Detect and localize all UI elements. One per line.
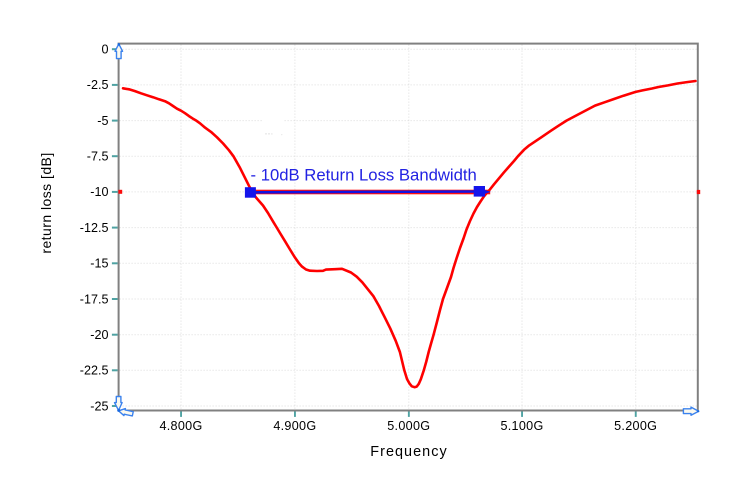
svg-text:-7.5: -7.5	[87, 150, 109, 164]
svg-text:-22.5: -22.5	[80, 364, 109, 378]
svg-text:-15: -15	[90, 257, 108, 271]
svg-text:5.200G: 5.200G	[614, 419, 657, 433]
svg-text:4.800G: 4.800G	[159, 419, 202, 433]
svg-text:-2.5: -2.5	[87, 78, 109, 92]
svg-text:-12.5: -12.5	[80, 221, 109, 235]
svg-text:- 10dB Return Loss Bandwidth: - 10dB Return Loss Bandwidth	[251, 166, 477, 185]
svg-text:5.100G: 5.100G	[500, 419, 543, 433]
svg-text:-17.5: -17.5	[80, 292, 109, 306]
svg-text:return loss [dB]: return loss [dB]	[38, 152, 54, 253]
svg-text:Frequency: Frequency	[370, 444, 447, 460]
svg-text:-25: -25	[90, 399, 108, 413]
svg-text:5.000G: 5.000G	[387, 419, 430, 433]
svg-text:-10: -10	[90, 185, 108, 199]
svg-text:-20: -20	[90, 328, 108, 342]
svg-text:-5: -5	[97, 114, 108, 128]
svg-text:4.900G: 4.900G	[273, 419, 316, 433]
svg-text:0: 0	[101, 43, 108, 57]
